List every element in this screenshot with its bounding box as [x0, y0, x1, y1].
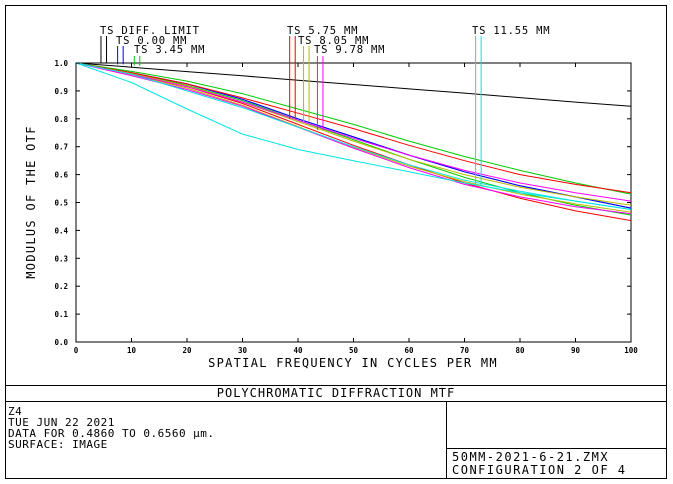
series-line — [75, 62, 632, 195]
y-tick-label: 0.5 — [54, 199, 68, 208]
y-tick-label: 0.7 — [54, 143, 68, 152]
chart-title: POLYCHROMATIC DIFFRACTION MTF — [216, 386, 456, 400]
x-tick-label: 100 — [624, 346, 638, 355]
info-surface: SURFACE: IMAGE — [8, 438, 108, 451]
x-axis-label: SPATIAL FREQUENCY IN CYCLES PER MM — [208, 356, 498, 370]
legend-label: TS DIFF. LIMIT — [100, 25, 200, 37]
info-date: TUE JUN 22 2021 — [8, 416, 115, 429]
curves-layer — [75, 62, 632, 222]
x-tick-label: 0 — [74, 346, 79, 355]
legend-label: TS 5.75 MM — [287, 25, 358, 37]
figure-frame — [5, 5, 667, 479]
y-tick-label: 0.4 — [54, 226, 68, 235]
x-tick-label: 90 — [571, 346, 581, 355]
plot-area — [75, 62, 632, 343]
series-line — [75, 62, 632, 206]
x-tick-label: 80 — [515, 346, 525, 355]
x-tick-label: 60 — [404, 346, 414, 355]
y-tick-label: 0.9 — [54, 87, 68, 96]
series-line — [75, 62, 632, 210]
legend-label: TS 8.05 MM — [298, 35, 369, 47]
legend-label: TS 11.55 MM — [472, 25, 550, 37]
x-tick-label: 70 — [460, 346, 470, 355]
y-tick-label: 0.2 — [54, 282, 68, 291]
mtf-chart: 0 10 20 30 40 50 60 70 80 90 100 0.0 0.1 0.2 0.3 0.4 0.5… — [24, 25, 638, 370]
footer-divider — [446, 401, 447, 478]
legend-label: TS 3.45 MM — [134, 44, 205, 56]
x-tick-label: 30 — [238, 346, 248, 355]
info-data-range: DATA FOR 0.4860 TO 0.6560 μm. — [8, 427, 215, 440]
ticks-layer: 0 10 20 30 40 50 60 70 80 90 100 0.0 0.1 0.2 0.3 0.4 0.5… — [54, 59, 638, 355]
ref-config: CONFIGURATION 2 OF 4 — [452, 463, 627, 477]
series-line — [75, 62, 632, 194]
x-tick-label: 10 — [127, 346, 137, 355]
footer-top-rule — [6, 385, 666, 386]
x-tick-label: 50 — [349, 346, 359, 355]
series-line — [75, 62, 632, 213]
y-axis-label: MODULUS OF THE OTF — [24, 125, 38, 278]
legend-label: TS 0.00 MM — [116, 35, 187, 47]
footer-title-rule — [6, 401, 666, 402]
x-tick-label: 20 — [182, 346, 192, 355]
y-tick-label: 0.0 — [54, 338, 68, 347]
info-name: Z4 — [8, 405, 23, 418]
y-tick-label: 0.3 — [54, 254, 68, 263]
legend-markers-layer — [100, 36, 482, 186]
series-line — [75, 62, 632, 210]
y-tick-label: 0.1 — [54, 310, 68, 319]
footer-ref-rule — [446, 448, 666, 449]
y-tick-label: 1.0 — [54, 59, 68, 68]
y-tick-label: 0.8 — [54, 115, 68, 124]
series-line — [75, 62, 632, 202]
series-line — [75, 62, 632, 107]
y-tick-label: 0.6 — [54, 171, 68, 180]
x-tick-label: 40 — [293, 346, 303, 355]
legend-label: TS 9.78 MM — [314, 44, 385, 56]
ref-file: 50MM-2021-6-21.ZMX — [452, 450, 610, 464]
